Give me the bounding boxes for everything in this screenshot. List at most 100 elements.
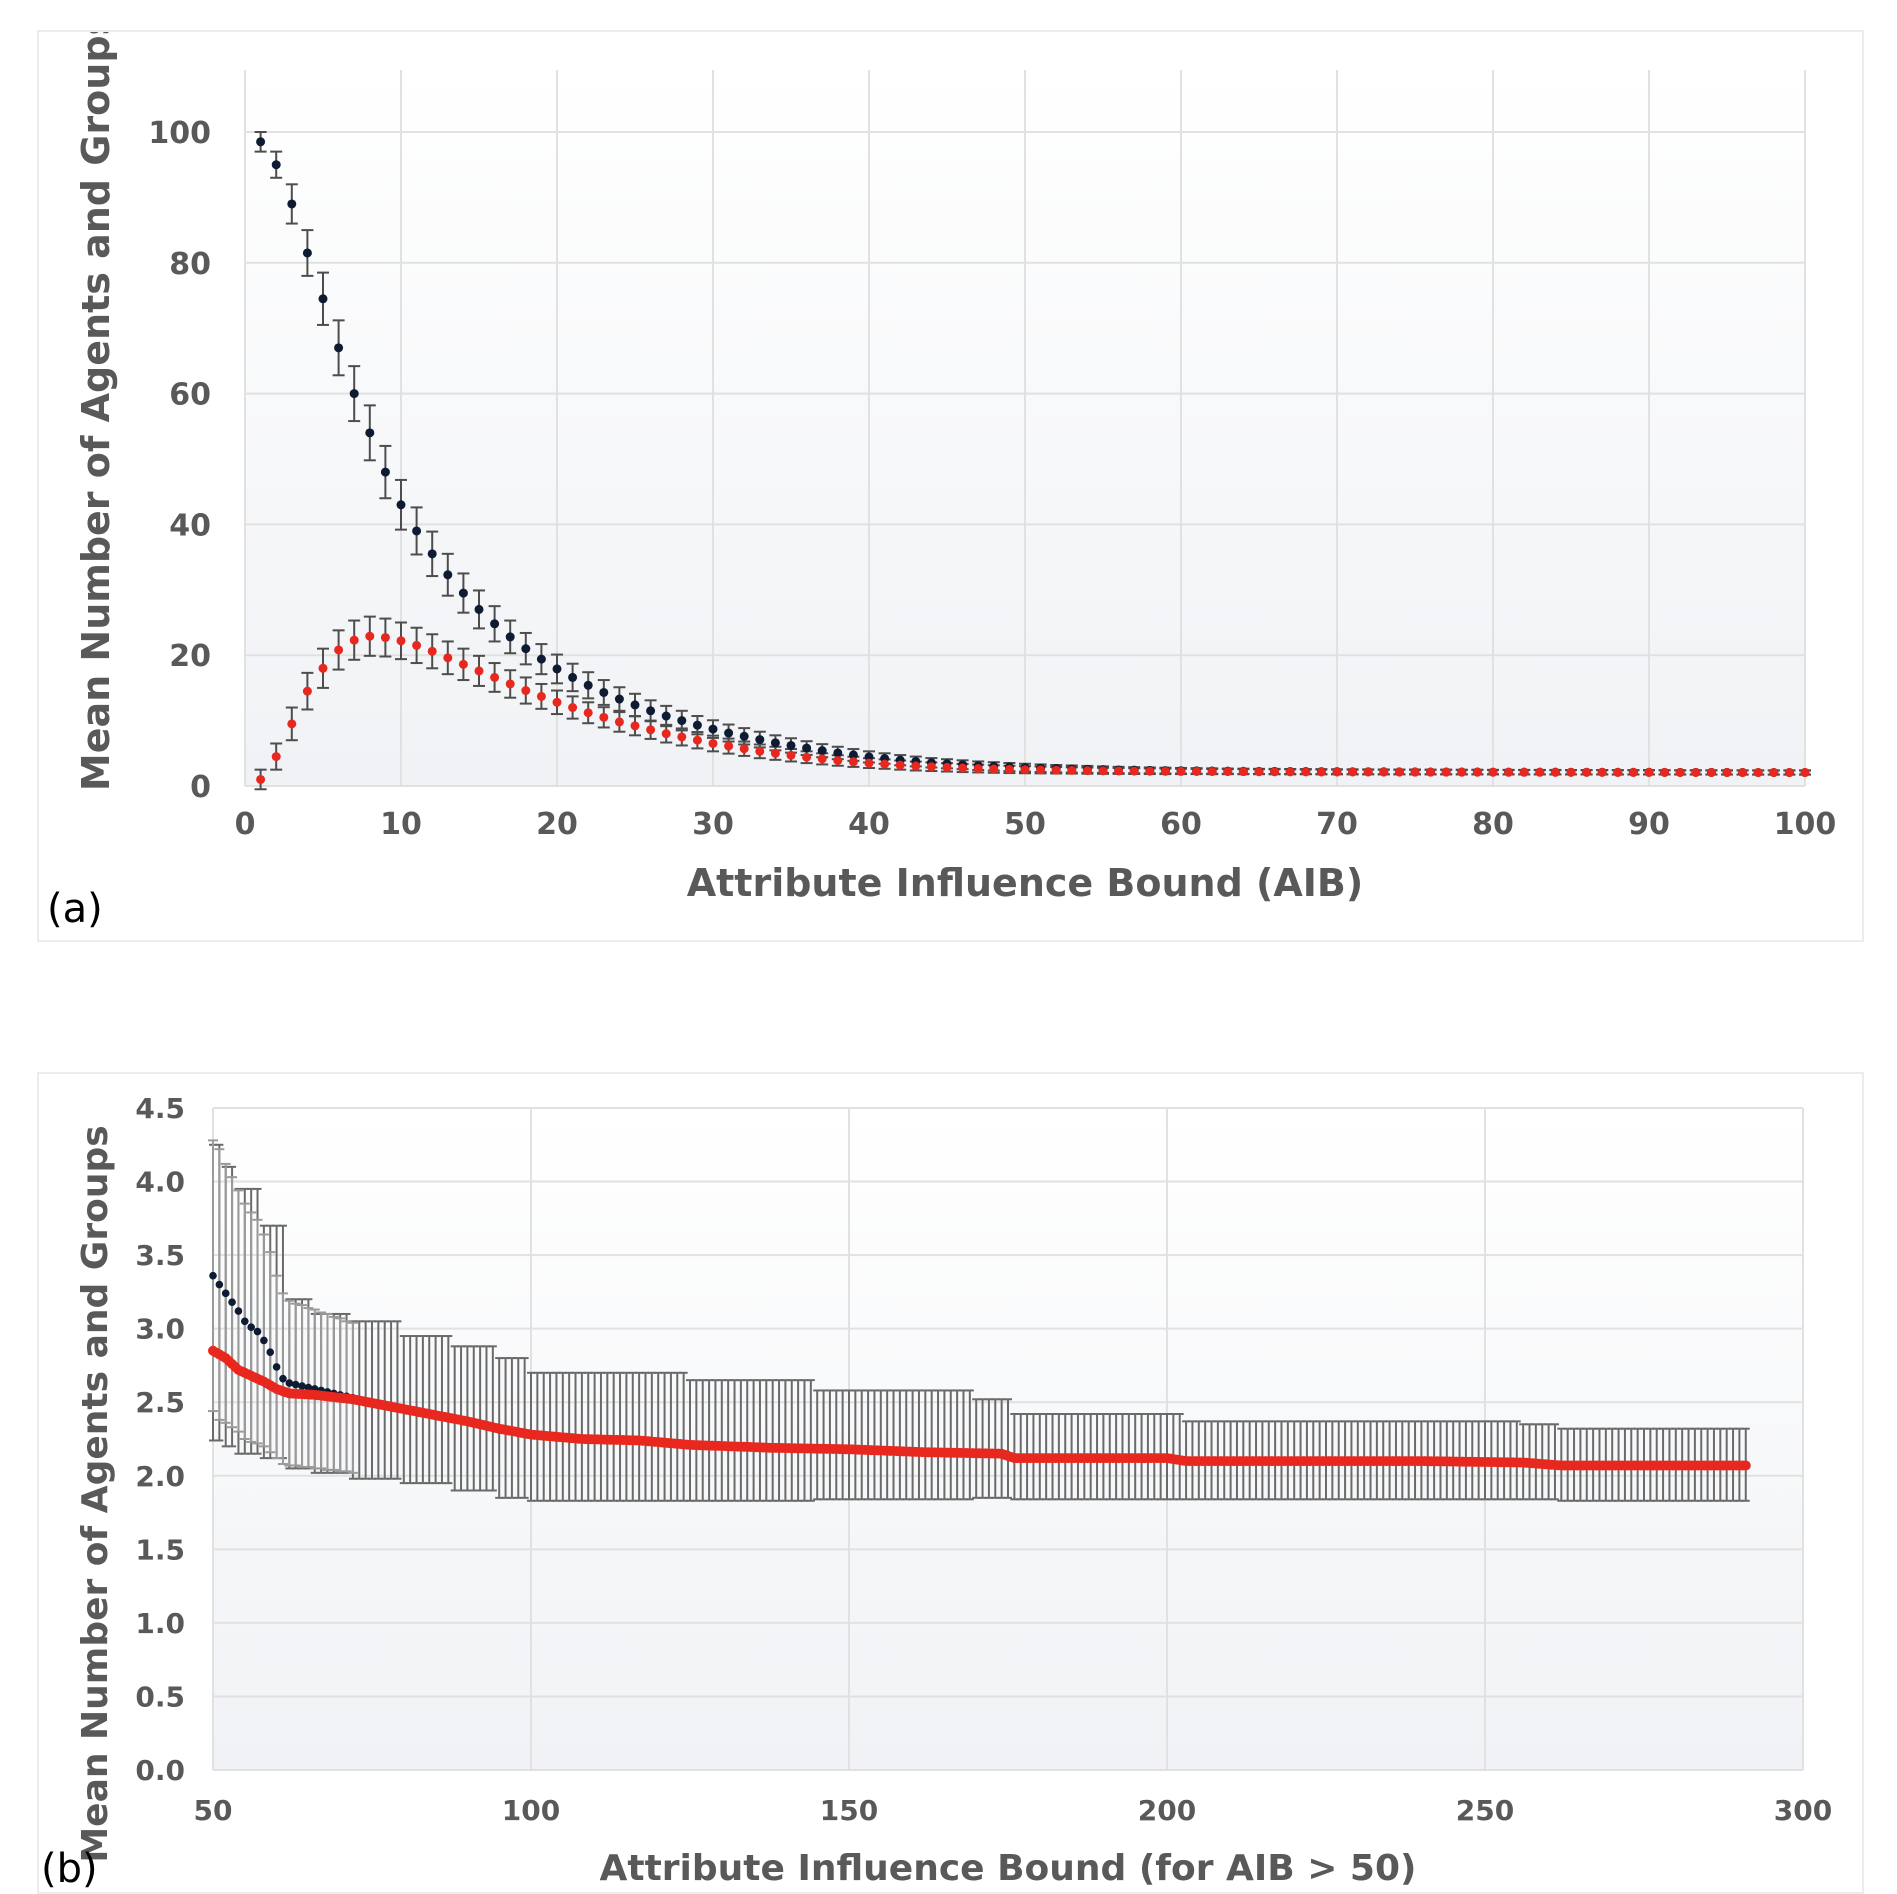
point-groups [1550, 767, 1560, 777]
point-groups [1706, 767, 1716, 777]
point-groups [1285, 767, 1295, 777]
point-groups [1769, 768, 1779, 778]
point-groups [1129, 766, 1139, 776]
point-agents [630, 700, 640, 710]
point-agents [864, 752, 874, 762]
point-groups [1348, 767, 1358, 777]
point-agents [209, 1271, 217, 1280]
x-tick-label-a: 80 [1472, 807, 1514, 842]
point-groups [1004, 764, 1014, 774]
y-tick-label-b: 1.0 [135, 1607, 185, 1640]
point-groups [490, 672, 500, 682]
point-groups [1457, 767, 1467, 777]
y-tick-label-b: 4.5 [135, 1092, 185, 1125]
point-agents [241, 1317, 249, 1326]
point-groups [458, 659, 468, 669]
x-tick-label-a: 60 [1160, 807, 1202, 842]
point-agents [412, 526, 422, 536]
point-groups [302, 686, 312, 696]
point-groups [1740, 1460, 1751, 1471]
point-agents [271, 160, 281, 170]
point-groups [692, 735, 702, 745]
point-groups [583, 708, 593, 718]
point-agents [228, 1298, 236, 1306]
point-groups [1363, 767, 1373, 777]
point-groups [958, 763, 968, 773]
point-agents [583, 680, 593, 690]
chart-panel-b: 50 100 150 200 250 300 0.0 0.5 1.0 1.5 2.0 2.5 3.0 3.… [37, 1072, 1864, 1894]
point-groups [334, 645, 344, 655]
gridlines-b [212, 1107, 1804, 1771]
point-agents [318, 294, 328, 304]
point-groups [1301, 767, 1311, 777]
y-tick-label-a: 60 [169, 378, 211, 413]
point-groups [1488, 767, 1498, 777]
point-agents [755, 735, 765, 745]
point-groups [1582, 767, 1592, 777]
y-tick-label-b: 4.0 [135, 1166, 185, 1199]
point-groups [1753, 768, 1763, 778]
point-groups [942, 762, 952, 772]
point-groups [396, 636, 406, 646]
y-tick-label-a: 20 [169, 639, 211, 674]
point-agents [291, 1380, 300, 1389]
point-groups [1394, 767, 1404, 777]
point-agents [443, 570, 453, 580]
point-groups [599, 712, 609, 722]
point-groups [661, 729, 671, 739]
y-tick-label-b: 3.5 [135, 1239, 185, 1272]
point-groups [1160, 766, 1170, 776]
point-groups [412, 640, 422, 650]
point-agents [221, 1289, 230, 1298]
point-agents [304, 1383, 313, 1392]
point-groups [973, 764, 983, 774]
y-axis-title-a: Mean Number of Agents and Groups [74, 32, 118, 791]
point-groups [1566, 767, 1576, 777]
point-groups [1270, 767, 1280, 777]
x-tick-label-a: 50 [1004, 807, 1046, 842]
point-agents [334, 343, 344, 353]
point-agents [272, 1363, 281, 1371]
x-tick-label-b: 300 [1774, 1794, 1832, 1827]
point-groups [1644, 767, 1654, 777]
point-groups [427, 646, 437, 656]
point-agents [260, 1336, 268, 1345]
point-agents [458, 588, 468, 598]
y-tick-label-a: 100 [148, 116, 211, 151]
point-groups [1067, 765, 1077, 775]
x-tick-label-a: 10 [380, 807, 422, 842]
point-agents [770, 738, 780, 748]
point-groups [817, 754, 827, 764]
point-groups [1332, 767, 1342, 777]
point-groups [256, 774, 266, 784]
point-agents [833, 748, 843, 758]
x-tick-label-a: 100 [1774, 807, 1837, 842]
x-axis-title-b: Attribute Influence Bound (for AIB > 50) [600, 1848, 1417, 1889]
point-groups [1410, 767, 1420, 777]
point-groups [1784, 768, 1794, 778]
gridlines-a [244, 70, 1806, 787]
point-groups [1675, 767, 1685, 777]
point-agents [247, 1323, 255, 1331]
x-tick-label-a: 90 [1628, 807, 1670, 842]
data-points-b [208, 1271, 1751, 1471]
point-groups [1722, 767, 1732, 777]
point-groups [1114, 766, 1124, 776]
point-groups [443, 653, 453, 663]
point-agents [599, 687, 609, 697]
point-groups [1472, 767, 1482, 777]
point-agents [661, 711, 671, 721]
point-groups [833, 755, 843, 765]
y-tick-label-b: 1.5 [135, 1533, 185, 1566]
chart-a-svg: 0 10 20 30 40 50 60 70 80 90 100 0 20 40 60 80 100 Attri… [47, 32, 1837, 932]
chart-b-svg: 50 100 150 200 250 300 0.0 0.5 1.0 1.5 2.0 2.5 3.0 3.… [41, 1092, 1832, 1892]
point-groups [1660, 767, 1670, 777]
point-agents [724, 728, 734, 738]
point-agents [848, 750, 858, 760]
point-groups [1036, 765, 1046, 775]
point-groups [1316, 767, 1326, 777]
x-tick-label-a: 0 [235, 807, 256, 842]
point-groups [536, 691, 546, 701]
y-tick-label-b: 3.0 [135, 1313, 185, 1346]
y-tick-label-a: 0 [190, 770, 211, 805]
